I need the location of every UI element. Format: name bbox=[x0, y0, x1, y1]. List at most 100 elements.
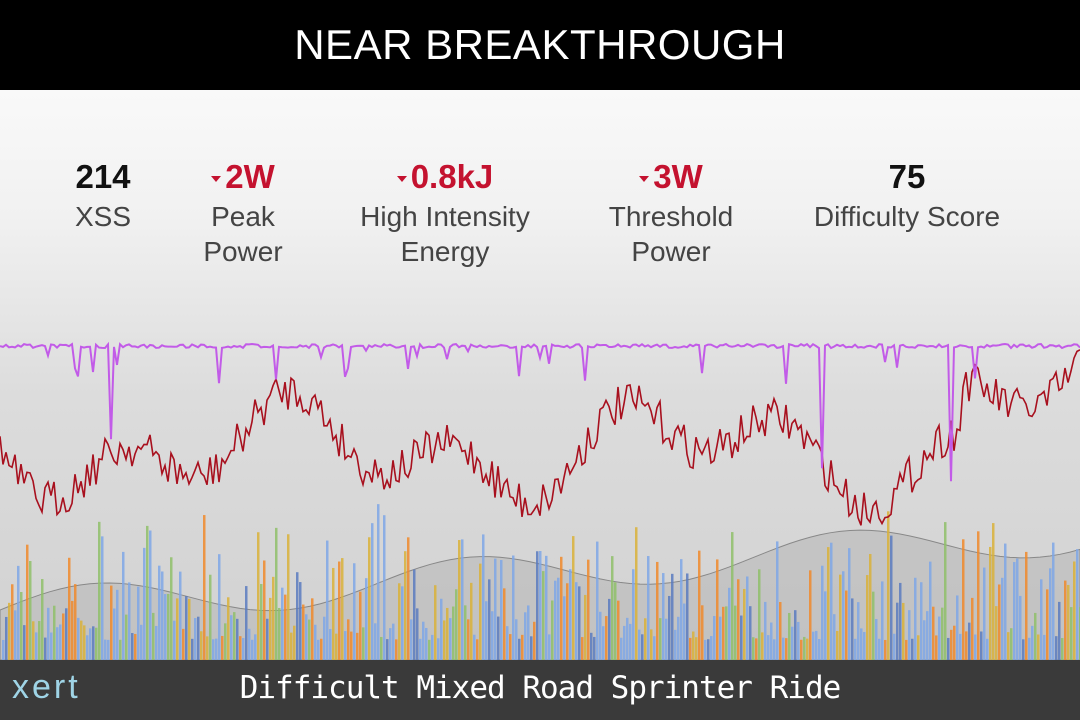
decoration bbox=[1040, 579, 1043, 660]
decoration bbox=[35, 632, 38, 660]
decoration bbox=[899, 582, 902, 660]
decoration bbox=[356, 632, 359, 660]
decoration bbox=[677, 616, 680, 660]
decoration bbox=[716, 559, 719, 660]
decoration bbox=[890, 535, 893, 660]
stat-value: 75 bbox=[888, 158, 926, 195]
decoration bbox=[1016, 558, 1019, 660]
decoration bbox=[1049, 568, 1052, 660]
stat: 3W Threshold Power bbox=[596, 155, 746, 269]
decoration bbox=[986, 638, 989, 660]
decoration bbox=[287, 534, 290, 660]
stat-value: 2W bbox=[188, 155, 298, 199]
decoration bbox=[881, 581, 884, 660]
decoration bbox=[902, 602, 905, 660]
decoration bbox=[971, 597, 974, 660]
decoration bbox=[1073, 561, 1076, 660]
decoration bbox=[1007, 632, 1010, 660]
decoration bbox=[578, 586, 581, 660]
decoration bbox=[140, 624, 143, 660]
decoration bbox=[920, 582, 923, 660]
decoration bbox=[38, 621, 41, 660]
decoration bbox=[581, 637, 584, 660]
decoration bbox=[584, 594, 587, 660]
decoration bbox=[734, 605, 737, 660]
decoration bbox=[461, 539, 464, 660]
decoration bbox=[59, 624, 62, 660]
decoration bbox=[596, 541, 599, 660]
decoration bbox=[656, 561, 659, 660]
decoration bbox=[953, 625, 956, 660]
decoration bbox=[554, 580, 557, 660]
decoration bbox=[1076, 549, 1079, 660]
decoration bbox=[392, 623, 395, 660]
stat-value-text: 3W bbox=[653, 158, 703, 195]
decoration bbox=[1001, 577, 1004, 660]
decoration bbox=[383, 515, 386, 660]
stat-label: XSS bbox=[74, 201, 132, 232]
decoration bbox=[11, 584, 14, 660]
decoration bbox=[455, 589, 458, 660]
decoration bbox=[545, 555, 548, 660]
decoration bbox=[929, 561, 932, 660]
stat: 214 XSS bbox=[48, 155, 158, 234]
decoration bbox=[806, 638, 809, 660]
decoration bbox=[962, 539, 965, 660]
decoration bbox=[359, 591, 362, 660]
decoration bbox=[515, 619, 518, 660]
decoration bbox=[833, 614, 836, 660]
decoration bbox=[659, 618, 662, 660]
decoration bbox=[617, 600, 620, 660]
decoration bbox=[413, 569, 416, 660]
decoration bbox=[443, 620, 446, 660]
decoration bbox=[281, 587, 284, 660]
decoration bbox=[278, 607, 281, 660]
decoration bbox=[185, 596, 188, 660]
decoration bbox=[668, 595, 671, 660]
decoration bbox=[635, 527, 638, 660]
decoration bbox=[731, 532, 734, 660]
decoration bbox=[44, 637, 47, 660]
decoration bbox=[815, 630, 818, 660]
decoration bbox=[506, 626, 509, 660]
decoration bbox=[1010, 628, 1013, 660]
decoration bbox=[431, 634, 434, 660]
decoration bbox=[779, 602, 782, 660]
decoration bbox=[374, 623, 377, 660]
decoration bbox=[68, 557, 71, 660]
decoration bbox=[104, 639, 107, 660]
decoration bbox=[365, 578, 368, 660]
decoration bbox=[827, 547, 830, 660]
decoration bbox=[851, 598, 854, 660]
decoration bbox=[662, 573, 665, 660]
ride-chart bbox=[0, 341, 1080, 660]
decoration bbox=[233, 612, 236, 660]
decoration bbox=[641, 634, 644, 660]
decoration bbox=[611, 556, 614, 660]
decoration bbox=[1055, 636, 1058, 660]
decoration bbox=[587, 559, 590, 660]
decoration bbox=[434, 585, 437, 660]
decoration bbox=[572, 536, 575, 660]
decoration bbox=[17, 565, 20, 660]
decoration bbox=[560, 556, 563, 660]
decoration bbox=[749, 606, 752, 660]
decoration bbox=[428, 639, 431, 660]
decoration bbox=[614, 582, 617, 660]
decoration bbox=[512, 555, 515, 660]
decoration bbox=[401, 586, 404, 660]
decoration bbox=[776, 541, 779, 660]
decoration bbox=[407, 537, 410, 660]
decoration bbox=[848, 548, 851, 660]
decoration bbox=[965, 631, 968, 660]
stat: 75 Difficulty Score bbox=[797, 155, 1017, 234]
decoration bbox=[809, 570, 812, 660]
decoration bbox=[533, 621, 536, 660]
decoration bbox=[638, 629, 641, 660]
decoration bbox=[857, 602, 860, 660]
decoration bbox=[245, 586, 248, 660]
decoration bbox=[1037, 634, 1040, 660]
decoration bbox=[326, 540, 329, 660]
decoration bbox=[671, 573, 674, 660]
decoration bbox=[764, 601, 767, 660]
